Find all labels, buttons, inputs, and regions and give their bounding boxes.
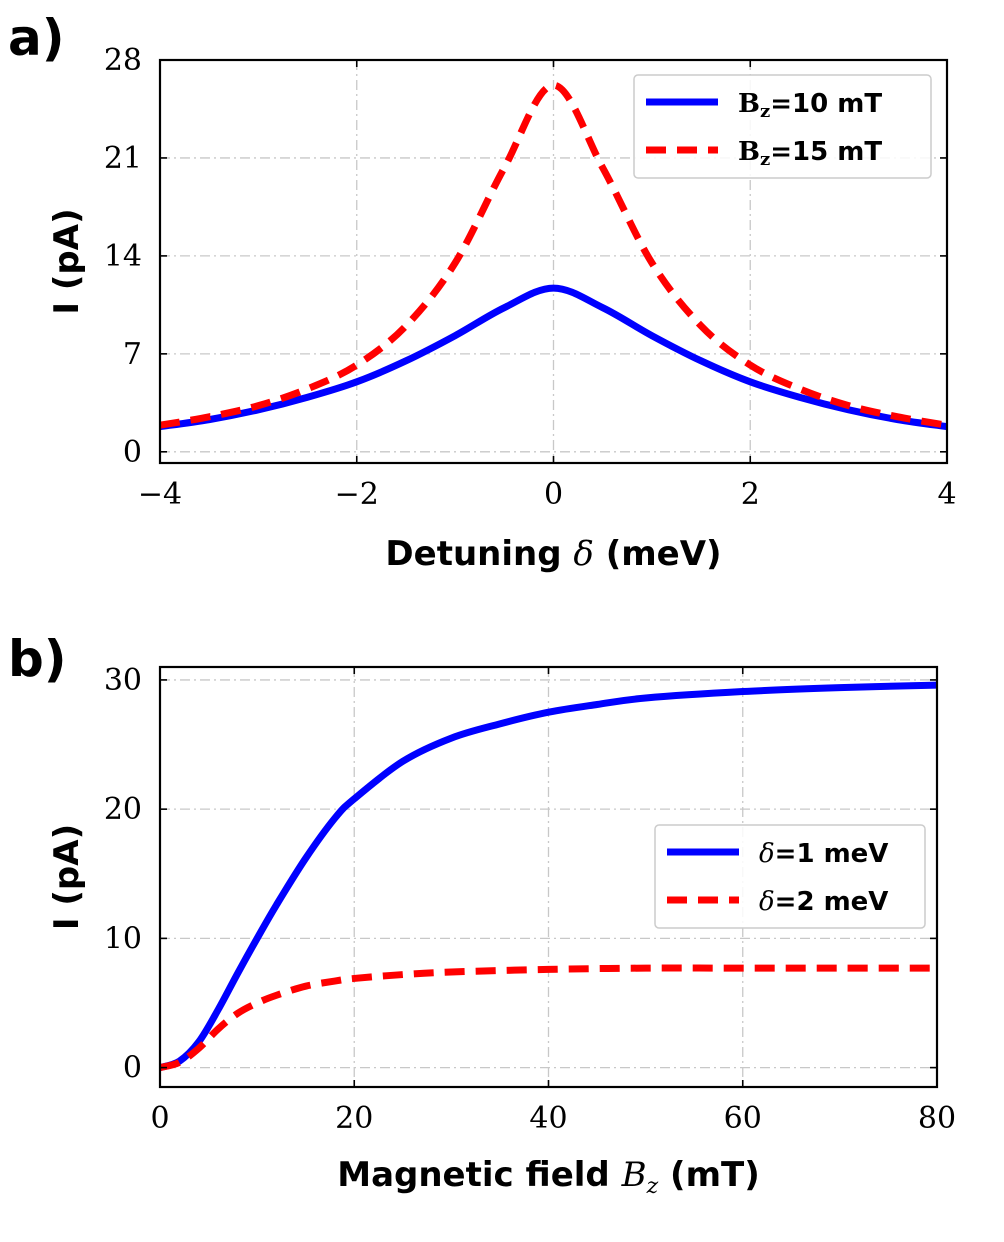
legend-label-main: δ [759,839,775,869]
panel-a: a) −4 −2 0 2 4 0 7 14 21 28 Detuning δ (meV) I (pA) B… [8,9,957,574]
series-line-1 [160,964,937,1072]
y-tick-label-3: 21 [104,141,142,176]
legend-label-0: Bz=10 mT [738,89,882,122]
series-line-0 [160,681,937,1072]
legend-label-main: B [738,89,760,119]
x-axis-label-suffix: (meV) [594,534,722,574]
legend-label-0: δ=1 meV [759,839,888,869]
x-axis-label-prefix: Detuning [385,534,573,574]
y-tick-label-2: 14 [104,239,142,274]
legend-label-subscript: z [760,101,770,122]
legend-label-1: δ=2 meV [759,887,888,917]
y-tick-label-1: 10 [104,921,142,956]
series-group [160,81,947,431]
x-tick-label-3: 60 [724,1101,762,1136]
y-tick-label-1: 7 [123,337,142,372]
x-tick-label-4: 80 [918,1101,956,1136]
panel-b-label: b) [8,630,67,688]
x-tick-label-1: 20 [335,1101,373,1136]
y-axis-label: I (pA) [47,208,87,314]
y-tick-label-2: 20 [104,792,142,827]
y-tick-label-0: 0 [123,435,142,470]
x-tick-label-0: 0 [150,1101,169,1136]
x-axis-label-suffix: (mT) [658,1155,760,1195]
legend-label-rest: =1 meV [775,839,889,869]
x-axis-label-symbol: B [621,1155,647,1195]
x-tick-label-4: 4 [937,477,956,512]
legend-label-subscript: z [760,149,770,170]
panel-b: b) 0 20 40 60 80 0 10 20 30 Magnetic field Bz (mT)… [8,630,956,1199]
x-axis-label-subscript: z [646,1174,659,1199]
series-line-0 [160,284,947,431]
x-axis-label: Magnetic field Bz (mT) [337,1155,760,1199]
series-group [160,681,937,1072]
x-tick-label-1: −2 [335,477,379,512]
y-tick-label-4: 28 [104,43,142,78]
legend-label-main: δ [759,887,775,917]
y-axis-label: I (pA) [47,824,87,930]
legend-label-rest: =10 mT [770,89,882,119]
x-tick-label-2: 40 [529,1101,567,1136]
legend-label-rest: =2 meV [775,887,889,917]
x-axis-label-symbol: δ [573,534,593,574]
x-tick-label-0: −4 [138,477,182,512]
legend-label-main: B [738,137,760,167]
legend-label-1: Bz=15 mT [738,137,882,170]
y-tick-label-3: 30 [104,663,142,698]
legend-label-rest: =15 mT [770,137,882,167]
panel-a-label: a) [8,9,65,67]
x-axis-label: Detuning δ (meV) [385,534,721,574]
y-tick-label-0: 0 [123,1051,142,1086]
x-axis-label-prefix: Magnetic field [337,1155,621,1195]
x-tick-label-3: 2 [741,477,760,512]
x-tick-label-2: 0 [544,477,563,512]
